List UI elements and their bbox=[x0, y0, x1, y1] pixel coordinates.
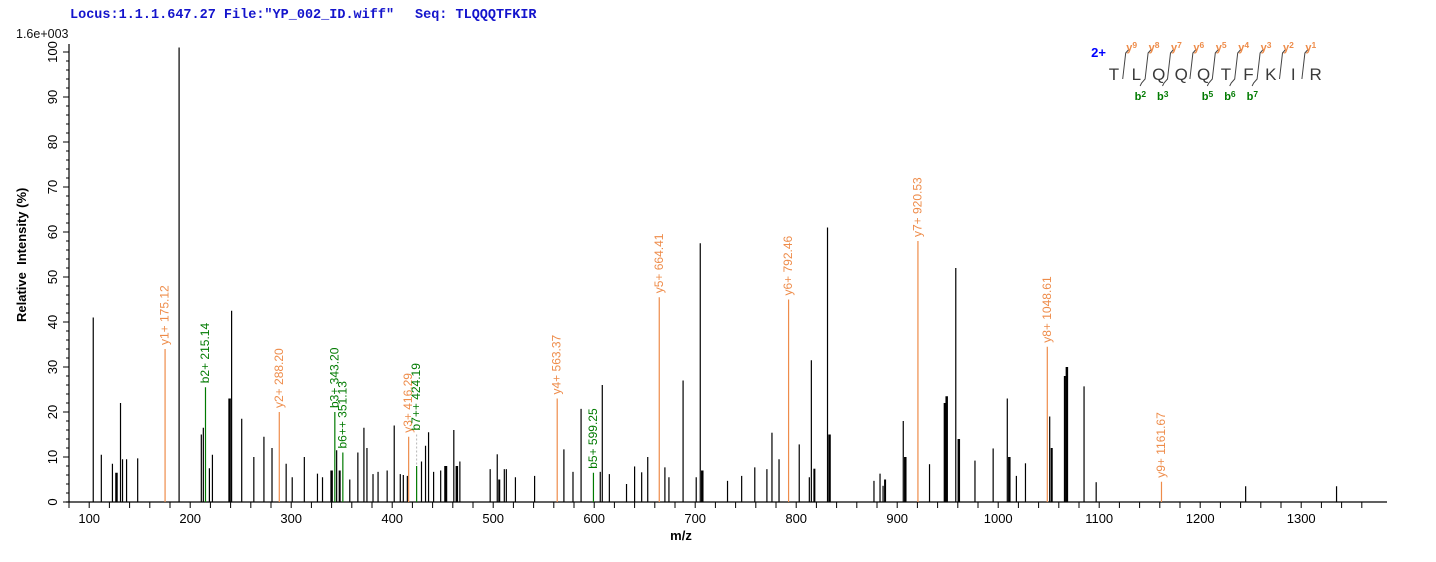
y-tick-label: 30 bbox=[45, 360, 60, 374]
ion-label: b5+ 599.25 bbox=[586, 408, 600, 469]
cleavage-mark bbox=[1251, 48, 1264, 87]
cleavage-mark bbox=[1139, 48, 1152, 87]
b-ion-label: b2 bbox=[1135, 89, 1147, 103]
x-tick-label: 300 bbox=[280, 511, 302, 526]
x-tick-label: 1100 bbox=[1085, 511, 1113, 526]
residue-letter: Q bbox=[1175, 65, 1188, 84]
peak-group: y1+ 175.12 b2+ 215.14 y2+ 288.20 b3+ 343.20… bbox=[92, 47, 1338, 502]
residue-letter: R bbox=[1309, 65, 1321, 84]
locus-file-header: Locus:1.1.1.647.27 File:"YP_002_ID.wiff" bbox=[70, 8, 395, 23]
y-ion-label: y9 bbox=[1126, 40, 1137, 54]
cleavage-mark bbox=[1279, 48, 1287, 80]
x-tick-label: 1200 bbox=[1186, 511, 1215, 526]
x-tick-label: 200 bbox=[179, 511, 201, 526]
y-tick-label: 0 bbox=[45, 498, 60, 505]
y-ion-label: y5 bbox=[1216, 40, 1227, 54]
residue-letter: I bbox=[1291, 65, 1296, 84]
residue-letter: K bbox=[1265, 65, 1277, 84]
b-ion-label: b7 bbox=[1247, 89, 1259, 103]
y-tick-label: 40 bbox=[45, 315, 60, 329]
x-tick-label: 1300 bbox=[1287, 511, 1316, 526]
cleavage-mark bbox=[1189, 48, 1197, 80]
ion-label: y3+ 416.29 bbox=[401, 373, 415, 433]
residue-letter: T bbox=[1221, 65, 1231, 84]
y-ion-label: y7 bbox=[1171, 40, 1182, 54]
precursor-charge-label: 2+ bbox=[1091, 45, 1106, 60]
x-tick-label: 700 bbox=[684, 511, 706, 526]
residue-letter: Q bbox=[1197, 65, 1210, 84]
intensity-scale-label: 1.6e+003 bbox=[16, 27, 69, 41]
y-tick-label: 70 bbox=[45, 180, 60, 194]
cleavage-mark bbox=[1122, 48, 1130, 80]
y-ion-label: y8 bbox=[1149, 40, 1160, 54]
x-tick-label: 600 bbox=[583, 511, 605, 526]
x-tick-label: 1000 bbox=[984, 511, 1013, 526]
y-axis-ticks: 0 10 20 30 40 50 60 70 80 90 100 bbox=[45, 41, 69, 506]
cleavage-mark bbox=[1229, 48, 1242, 87]
ion-label: y1+ 175.12 bbox=[158, 285, 172, 345]
cleavage-mark bbox=[1162, 48, 1175, 87]
b-ion-label: b6 bbox=[1224, 89, 1236, 103]
sequence-header: Seq: TLQQQTFKIR bbox=[415, 8, 537, 23]
residue-letter: L bbox=[1132, 65, 1141, 84]
y-tick-label: 80 bbox=[45, 135, 60, 149]
ion-label: y6+ 792.46 bbox=[781, 235, 795, 295]
x-tick-label: 900 bbox=[886, 511, 908, 526]
residue-letter: F bbox=[1243, 65, 1253, 84]
ion-label: y8+ 1048.61 bbox=[1040, 276, 1054, 343]
b-ion-label: b5 bbox=[1202, 89, 1214, 103]
ion-label: b3+ 343.20 bbox=[327, 347, 341, 408]
y-ion-label: y3 bbox=[1261, 40, 1272, 54]
ion-label: b2+ 215.14 bbox=[198, 323, 212, 384]
y-tick-label: 60 bbox=[45, 225, 60, 239]
x-tick-label: 400 bbox=[381, 511, 403, 526]
x-tick-label: 800 bbox=[785, 511, 807, 526]
ion-label: b7++ 424.19 bbox=[409, 363, 423, 431]
y-tick-label: 20 bbox=[45, 405, 60, 419]
x-tick-label: 500 bbox=[482, 511, 504, 526]
ion-label: y7+ 920.53 bbox=[910, 177, 924, 237]
b-ion-label: b3 bbox=[1157, 89, 1169, 103]
cleavage-mark bbox=[1301, 48, 1309, 80]
cleavage-mark bbox=[1206, 48, 1220, 87]
x-axis-ticks: 100 200 300 400 500 600 700 800 900 1000 1100 1200 1… bbox=[68, 502, 1363, 526]
ion-label: b6++ 351.13 bbox=[335, 381, 349, 449]
residue-letter: Q bbox=[1152, 65, 1165, 84]
ion-label: y5+ 664.41 bbox=[652, 233, 666, 293]
residue-letter: T bbox=[1109, 65, 1119, 84]
y-ion-label: y1 bbox=[1305, 40, 1316, 54]
y-axis-title: Relative Intensity (%) bbox=[14, 188, 29, 322]
ion-label: y4+ 563.37 bbox=[550, 334, 564, 394]
x-tick-label: 100 bbox=[78, 511, 100, 526]
ion-label: y9+ 1161.67 bbox=[1154, 412, 1168, 478]
y-ion-label: y6 bbox=[1193, 40, 1204, 54]
y-ion-label: y2 bbox=[1283, 40, 1294, 54]
y-tick-label: 50 bbox=[45, 270, 60, 284]
x-axis-title: m/z bbox=[670, 528, 692, 543]
y-ion-label: y4 bbox=[1238, 40, 1249, 54]
y-tick-label: 100 bbox=[45, 41, 60, 63]
ion-label: y2+ 288.20 bbox=[272, 348, 286, 408]
y-tick-label: 90 bbox=[45, 90, 60, 104]
y-tick-label: 10 bbox=[45, 450, 60, 464]
